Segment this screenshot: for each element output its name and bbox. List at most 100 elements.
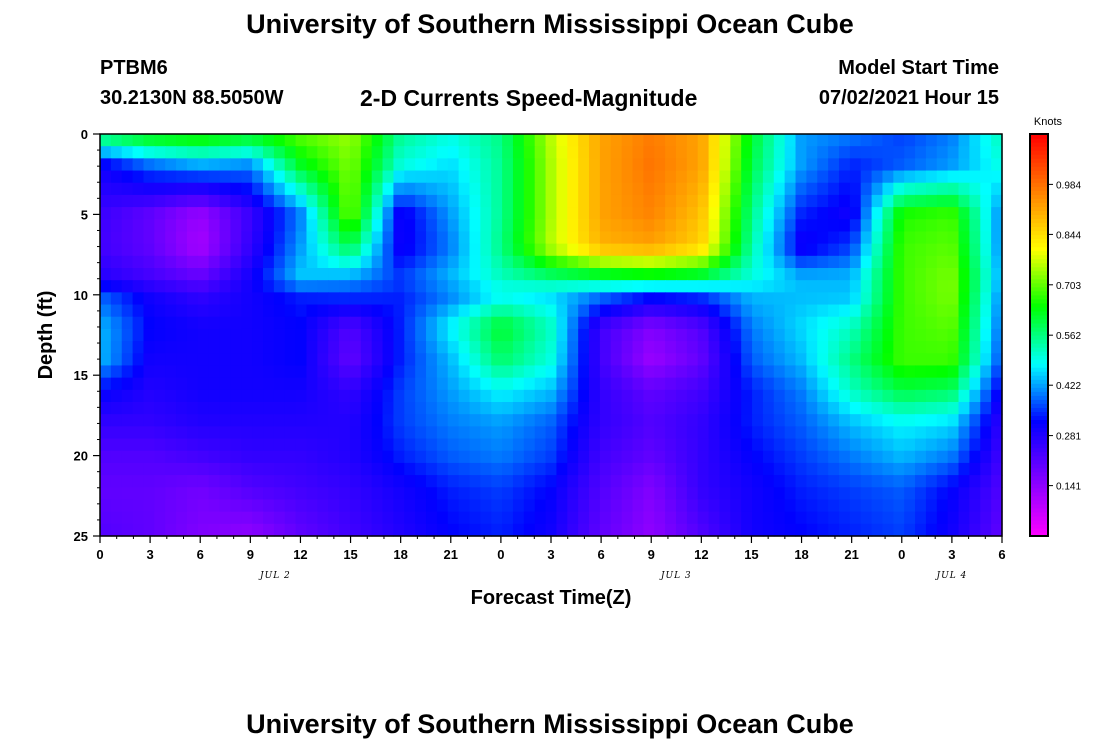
heatmap-cell xyxy=(708,462,721,476)
heatmap-cell xyxy=(654,438,666,452)
heatmap-cell xyxy=(773,499,786,513)
heatmap-cell xyxy=(491,341,503,354)
heatmap-cell xyxy=(904,450,916,464)
heatmap-cell xyxy=(415,219,427,233)
heatmap-cell xyxy=(915,316,927,330)
heatmap-cell xyxy=(121,353,134,367)
heatmap-cell xyxy=(458,377,471,391)
heatmap-cell xyxy=(925,207,938,220)
heatmap-cell xyxy=(393,365,405,379)
heatmap-cell xyxy=(697,499,710,513)
heatmap-cell xyxy=(143,475,155,488)
heatmap-cell xyxy=(795,280,807,293)
heatmap-cell xyxy=(339,268,351,281)
heatmap-cell xyxy=(599,462,612,476)
heatmap-cell xyxy=(806,170,818,184)
heatmap-cell xyxy=(697,207,710,220)
heatmap-cell xyxy=(893,487,905,501)
heatmap-cell xyxy=(447,170,460,184)
heatmap-cell xyxy=(371,402,384,415)
heatmap-cell xyxy=(458,316,471,330)
heatmap-cell xyxy=(556,243,568,257)
heatmap-cell xyxy=(208,146,221,159)
heatmap-cell xyxy=(589,134,601,147)
heatmap-cell xyxy=(284,304,297,318)
heatmap-cell xyxy=(773,377,786,391)
heatmap-cell xyxy=(458,219,471,233)
heatmap-cell xyxy=(404,353,416,367)
heatmap-cell xyxy=(860,255,873,269)
heatmap-cell xyxy=(838,219,851,233)
heatmap-cell xyxy=(295,462,308,476)
heatmap-cell xyxy=(534,280,547,293)
heatmap-cell xyxy=(306,158,318,172)
heatmap-cell xyxy=(599,402,612,415)
heatmap-cell xyxy=(567,523,579,537)
heatmap-cell xyxy=(176,170,188,184)
heatmap-cell xyxy=(480,292,492,306)
heatmap-cell xyxy=(273,134,286,147)
heatmap-cell xyxy=(100,182,112,196)
heatmap-cell xyxy=(208,402,221,415)
heatmap-cell xyxy=(132,207,145,220)
heatmap-cell xyxy=(317,365,329,379)
heatmap-cell xyxy=(947,523,960,537)
heatmap-cell xyxy=(752,487,764,501)
heatmap-cell xyxy=(915,389,927,403)
heatmap-cell xyxy=(360,377,373,391)
heatmap-cell xyxy=(936,182,949,196)
heatmap-cell xyxy=(719,511,731,525)
heatmap-cell xyxy=(263,475,275,488)
heatmap-cell xyxy=(817,219,829,233)
heatmap-cell xyxy=(958,243,970,257)
heatmap-cell xyxy=(936,341,949,354)
heatmap-cell xyxy=(893,414,905,427)
heatmap-cell xyxy=(480,146,492,159)
heatmap-cell xyxy=(176,292,188,306)
heatmap-cell xyxy=(382,487,395,501)
heatmap-cell xyxy=(969,462,981,476)
heatmap-cell xyxy=(621,499,634,513)
heatmap-cell xyxy=(773,341,786,354)
heatmap-cell xyxy=(545,134,558,147)
heatmap-cell xyxy=(295,280,308,293)
heatmap-cell xyxy=(534,292,547,306)
heatmap-cell xyxy=(991,499,1003,513)
heatmap-cell xyxy=(632,268,644,281)
heatmap-cell xyxy=(752,146,764,159)
colorbar-swatch xyxy=(1030,511,1048,517)
heatmap-cell xyxy=(817,134,829,147)
heatmap-cell xyxy=(197,511,210,525)
heatmap-cell xyxy=(882,389,894,403)
heatmap-cell xyxy=(708,316,721,330)
heatmap-cell xyxy=(849,280,862,293)
heatmap-cell xyxy=(208,194,221,208)
heatmap-cell xyxy=(143,377,155,391)
heatmap-cell xyxy=(382,499,395,513)
heatmap-cell xyxy=(404,316,416,330)
heatmap-cell xyxy=(947,499,960,513)
heatmap-cell xyxy=(458,194,471,208)
heatmap-cell xyxy=(806,341,818,354)
heatmap-cell xyxy=(512,170,525,184)
heatmap-cell xyxy=(675,450,688,464)
heatmap-cell xyxy=(491,365,503,379)
heatmap-cell xyxy=(143,402,155,415)
colorbar-swatch xyxy=(1030,218,1048,224)
heatmap-cell xyxy=(426,255,438,269)
heatmap-cell xyxy=(208,487,221,501)
x-axis-title: Forecast Time(Z) xyxy=(471,587,632,609)
heatmap-cell xyxy=(208,182,221,196)
heatmap-cell xyxy=(686,389,699,403)
heatmap-cell xyxy=(512,377,525,391)
heatmap-cell xyxy=(263,389,275,403)
colorbar-swatch xyxy=(1030,322,1048,328)
heatmap-cell xyxy=(426,316,438,330)
heatmap-cell xyxy=(643,134,655,147)
heatmap-cell xyxy=(534,316,547,330)
heatmap-cell xyxy=(512,414,525,427)
heatmap-cell xyxy=(860,304,873,318)
heatmap-cell xyxy=(165,499,177,513)
heatmap-cell xyxy=(643,438,655,452)
heatmap-cell xyxy=(904,328,916,342)
